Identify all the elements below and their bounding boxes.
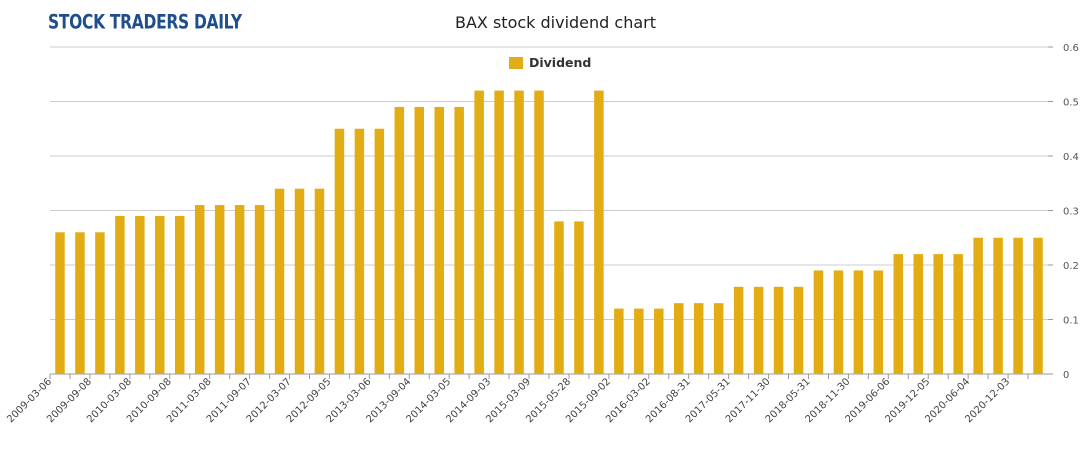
bar: [554, 221, 564, 374]
bar: [254, 205, 265, 374]
bar: [933, 254, 943, 374]
bar: [973, 237, 983, 374]
bar: [115, 215, 125, 374]
bar: [234, 205, 245, 374]
bar: [913, 254, 924, 374]
bar: [853, 270, 864, 374]
bar: [194, 205, 205, 374]
bar: [594, 90, 604, 374]
bar: [1033, 237, 1043, 374]
bar: [294, 188, 305, 374]
bar: [494, 90, 504, 374]
bar: [753, 286, 764, 374]
bar: [454, 106, 464, 374]
bar: [993, 237, 1003, 374]
bar: [813, 270, 824, 374]
brand-name: STOCK TRADERS DAILY: [48, 10, 242, 34]
bar: [693, 303, 704, 374]
bar: [733, 286, 744, 374]
bar: [713, 303, 724, 374]
bar: [95, 232, 105, 374]
bar: [274, 188, 285, 374]
bar: [873, 270, 884, 374]
bar: [474, 90, 484, 374]
bar: [334, 128, 345, 374]
bar: [374, 128, 385, 374]
bar: [534, 90, 544, 374]
bar: [414, 106, 425, 374]
bar: [953, 254, 963, 374]
brand-logo[interactable]: STOCK TRADERS DAILY: [40, 2, 242, 42]
bar: [434, 106, 444, 374]
y-tick-label: 0.1: [1063, 316, 1079, 327]
legend-swatch: [509, 56, 523, 69]
bar: [394, 106, 405, 374]
bar: [614, 308, 624, 374]
y-tick-label: 0: [1063, 370, 1069, 381]
y-tick-label: 0.3: [1063, 207, 1079, 218]
y-tick-label: 0.5: [1063, 98, 1079, 109]
chart-legend[interactable]: Dividend: [509, 55, 591, 70]
bar: [135, 215, 145, 374]
bar: [75, 232, 85, 374]
bar: [793, 286, 804, 374]
chart-title: BAX stock dividend chart: [454, 13, 656, 32]
bar: [833, 270, 844, 374]
bar: [574, 221, 584, 374]
bar: [893, 254, 904, 374]
bar: [354, 128, 365, 374]
y-tick-label: 0.2: [1063, 261, 1079, 272]
bar: [314, 188, 325, 374]
bar: [673, 303, 684, 374]
y-tick-label: 0.4: [1063, 152, 1079, 163]
bar: [155, 215, 165, 374]
y-tick-label: 0.6: [1063, 43, 1079, 54]
bar: [174, 215, 185, 374]
legend-label-dividend: Dividend: [529, 55, 592, 70]
bar: [514, 90, 524, 374]
bar: [773, 286, 784, 374]
bar: [55, 232, 65, 374]
bar: [654, 308, 664, 374]
bar: [214, 205, 225, 374]
bar: [1013, 237, 1023, 374]
bar: [634, 308, 644, 374]
